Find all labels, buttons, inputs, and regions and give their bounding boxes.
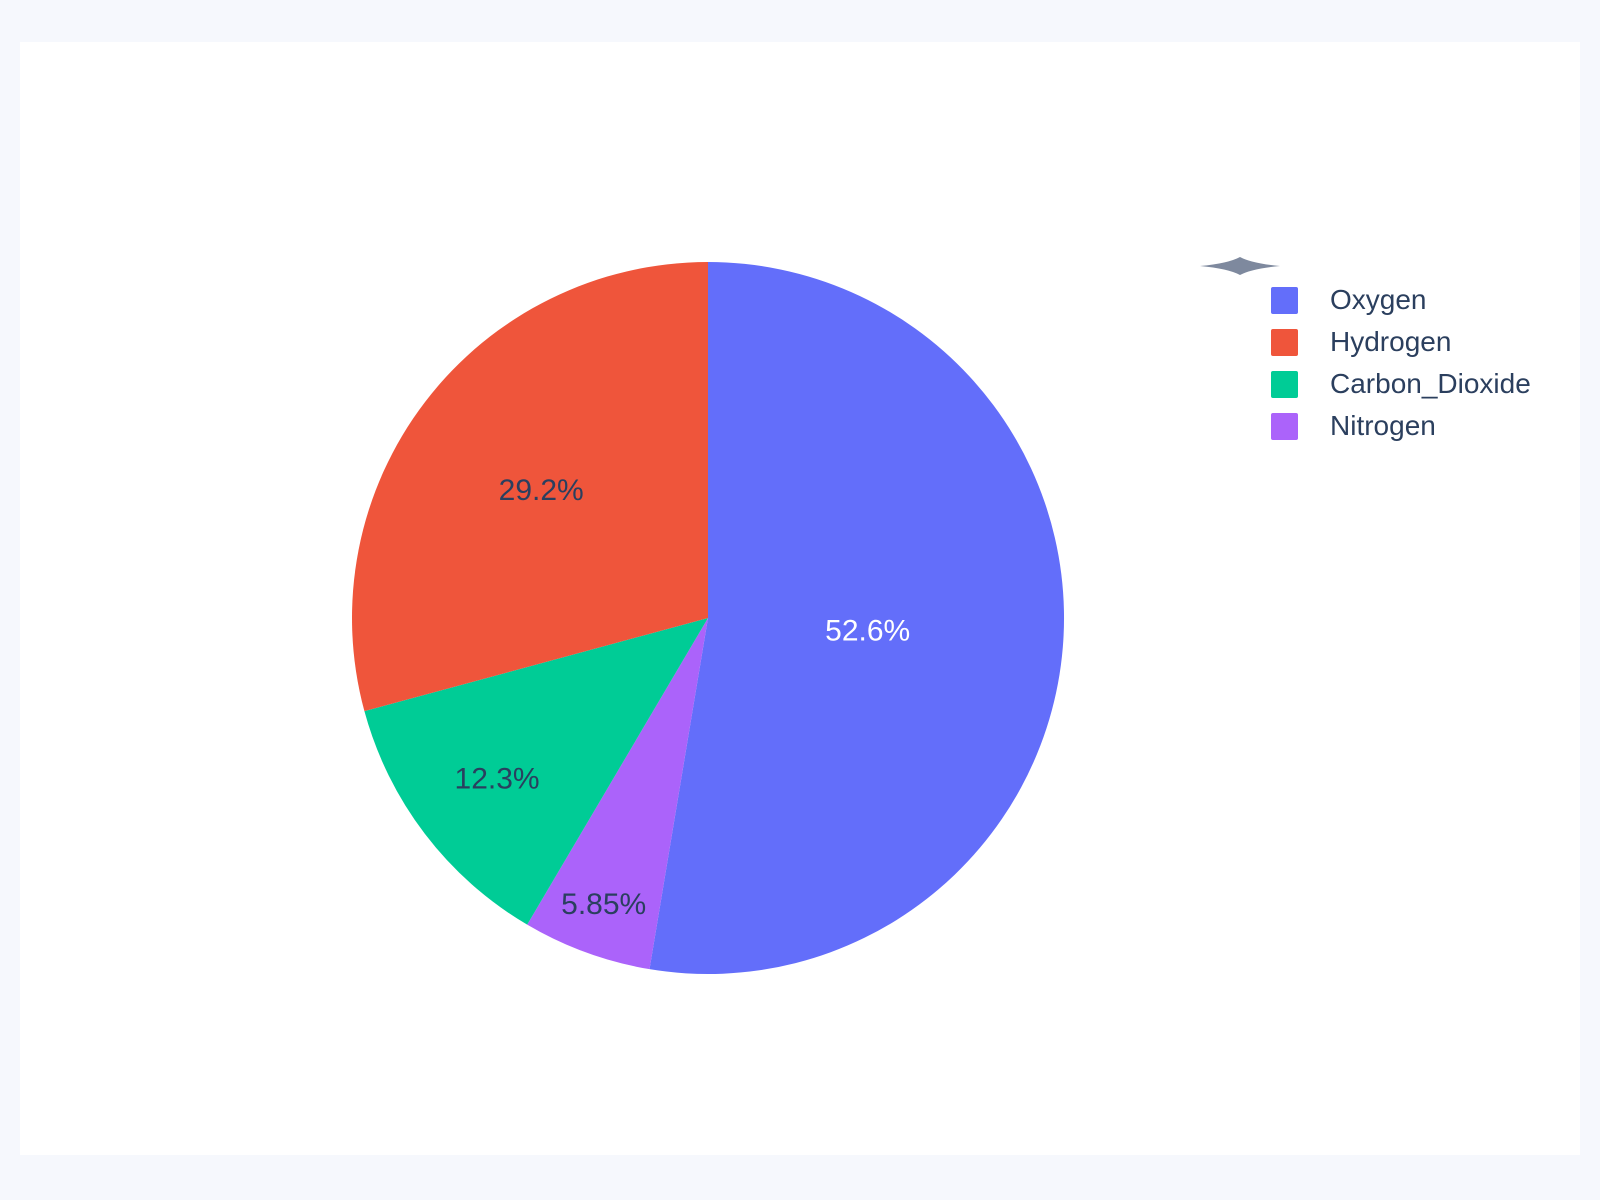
legend: Oxygen Hydrogen Carbon_Dioxide Nitrogen <box>1271 279 1531 447</box>
star-marker-shape <box>1200 257 1280 275</box>
legend-item-hydrogen[interactable]: Hydrogen <box>1271 321 1531 363</box>
pie-slice-hydrogen[interactable] <box>352 262 708 712</box>
legend-item-oxygen[interactable]: Oxygen <box>1271 279 1531 321</box>
legend-label: Hydrogen <box>1330 326 1452 357</box>
legend-swatch-icon <box>1271 286 1298 314</box>
pie-slice-carbon-dioxide[interactable] <box>364 618 708 925</box>
star-marker-icon <box>1200 257 1280 275</box>
legend-label: Nitrogen <box>1330 410 1436 441</box>
legend-label: Carbon_Dioxide <box>1330 368 1531 399</box>
legend-item-nitrogen[interactable]: Nitrogen <box>1271 405 1531 447</box>
pie-slice-nitrogen[interactable] <box>527 618 708 970</box>
legend-swatch-icon <box>1271 370 1298 398</box>
legend-swatch-icon <box>1271 412 1298 440</box>
legend-item-carbon-dioxide[interactable]: Carbon_Dioxide <box>1271 363 1531 405</box>
legend-swatch-icon <box>1271 328 1298 356</box>
legend-label: Oxygen <box>1330 284 1427 315</box>
pie-slice-oxygen[interactable] <box>649 262 1065 974</box>
